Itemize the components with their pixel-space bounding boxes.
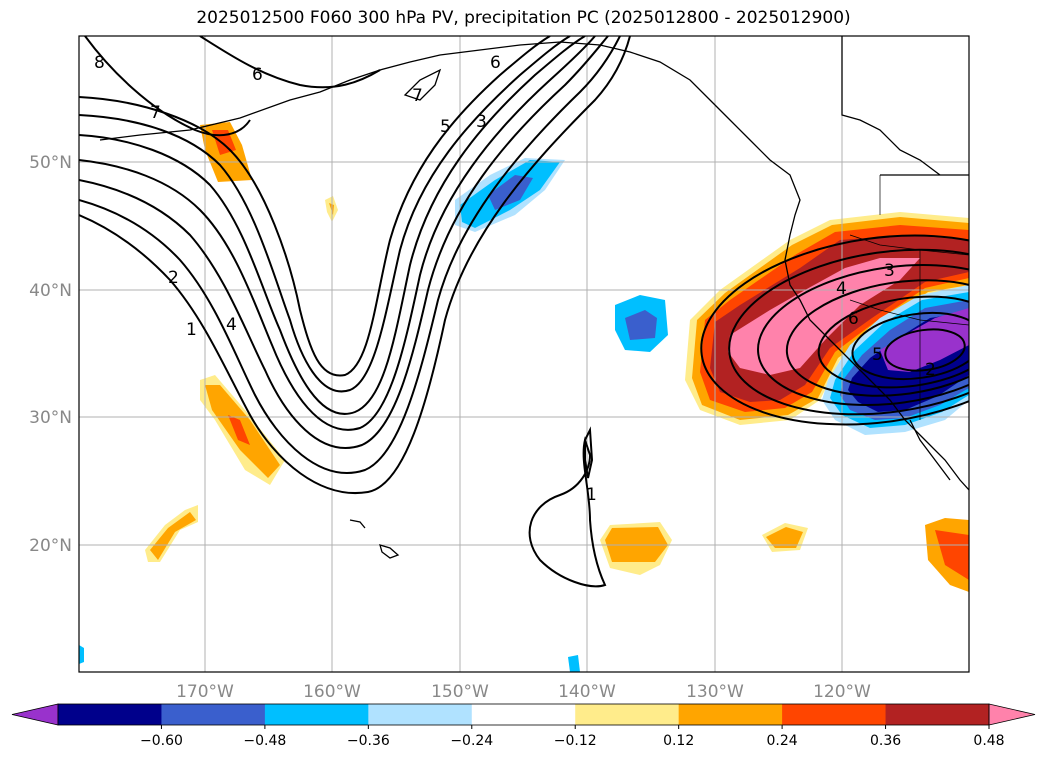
colorbar-segment — [782, 704, 887, 725]
contour-label: 6 — [848, 309, 859, 329]
colorbar-extend-high — [988, 703, 1036, 726]
colorbar-tick-label: 0.36 — [870, 733, 901, 749]
colorbar-segment — [885, 704, 990, 725]
lat-label-20n: 20°N — [29, 536, 72, 556]
colorbar-segment — [368, 704, 473, 725]
contour-label: 2 — [168, 268, 179, 288]
contour-label: 6 — [490, 53, 501, 73]
lon-label-170w: 170°W — [176, 682, 234, 702]
colorbar-segment — [264, 704, 369, 725]
latitude-labels: 50°N 40°N 30°N 20°N — [29, 153, 72, 556]
lon-label-150w: 150°W — [431, 682, 489, 702]
colorbar-segment — [678, 704, 783, 725]
colorbar-segment — [58, 704, 162, 725]
longitude-labels: 170°W 160°W 150°W 140°W 130°W 120°W — [176, 682, 871, 702]
map-title: 2025012500 F060 300 hPa PV, precipitatio… — [196, 8, 851, 28]
colorbar-segment — [471, 704, 576, 725]
contour-label: 4 — [836, 279, 847, 299]
lat-label-40n: 40°N — [29, 281, 72, 301]
contour-label: 3 — [476, 112, 487, 132]
colorbar-segment — [161, 704, 266, 725]
plot-area: 8 6 7 6 5 3 7 2 1 4 1 3 4 6 5 2 — [79, 36, 969, 672]
contour-label: 6 — [252, 65, 263, 85]
colorbar-frame — [57, 703, 990, 726]
colorbar-tick-label: −0.24 — [450, 733, 493, 749]
contour-label: 2 — [925, 360, 936, 380]
lon-label-140w: 140°W — [558, 682, 616, 702]
pv-contour-labels: 8 6 7 6 5 3 7 2 1 4 1 3 4 6 5 2 — [94, 53, 936, 505]
colorbar: −0.60 −0.48 −0.36 −0.24 −0.12 0.12 0.24 0.36 0.4… — [11, 703, 1036, 749]
pv-contours — [79, 36, 969, 588]
contour-label: 8 — [94, 53, 105, 73]
graticule — [79, 36, 969, 672]
contour-label: 3 — [884, 261, 895, 281]
contour-label: 4 — [226, 315, 237, 335]
lon-label-160w: 160°W — [303, 682, 361, 702]
lat-label-50n: 50°N — [29, 153, 72, 173]
lat-label-30n: 30°N — [29, 408, 72, 428]
colorbar-tick-label: −0.12 — [554, 733, 597, 749]
colorbar-segment — [575, 704, 680, 725]
lon-label-120w: 120°W — [813, 682, 871, 702]
colorbar-tick-label: 0.48 — [973, 733, 1004, 749]
colorbar-tick-label: 0.12 — [663, 733, 694, 749]
plot-frame — [78, 35, 970, 673]
colorbar-tick-label: 0.24 — [767, 733, 798, 749]
colorbar-extend-low — [11, 703, 59, 726]
colorbar-tick-label: −0.36 — [347, 733, 390, 749]
contour-label: 5 — [872, 345, 883, 365]
colorbar-tick-label: −0.60 — [140, 733, 183, 749]
contour-label: 7 — [412, 86, 423, 106]
contour-label: 7 — [150, 103, 161, 123]
lon-label-130w: 130°W — [686, 682, 744, 702]
contour-label: 5 — [440, 117, 451, 137]
colorbar-tick-label: −0.48 — [243, 733, 286, 749]
contour-label: 1 — [586, 485, 597, 505]
contour-label: 1 — [186, 320, 197, 340]
